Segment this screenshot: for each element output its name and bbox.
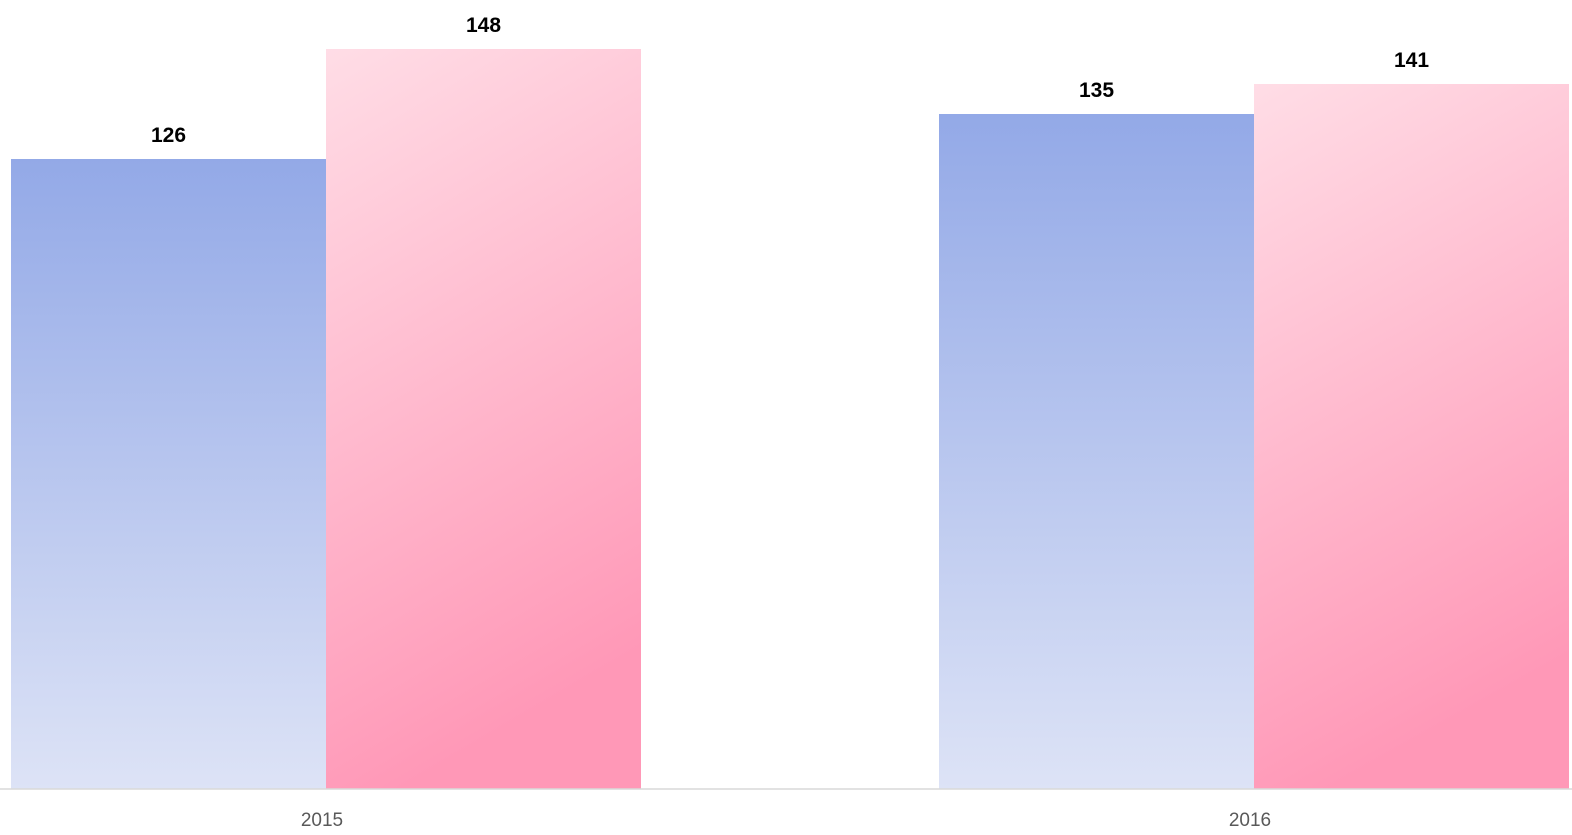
bars-layer <box>11 49 1569 789</box>
bar-2016-series-2 <box>1254 84 1569 789</box>
bar-2016-series-1 <box>939 114 1254 789</box>
data-label-2016-series-2: 141 <box>1394 49 1429 72</box>
x-tick-label-2015: 2015 <box>301 810 343 831</box>
bar-2015-series-1 <box>11 159 326 789</box>
x-tick-label-2016: 2016 <box>1229 810 1271 831</box>
data-label-2015-series-2: 148 <box>466 14 501 37</box>
data-labels-layer: 126 148 135 141 <box>151 14 1429 147</box>
bar-2015-series-2 <box>326 49 641 789</box>
data-label-2016-series-1: 135 <box>1079 79 1114 102</box>
data-label-2015-series-1: 126 <box>151 124 186 147</box>
x-tick-labels: 2015 2016 <box>301 810 1271 831</box>
